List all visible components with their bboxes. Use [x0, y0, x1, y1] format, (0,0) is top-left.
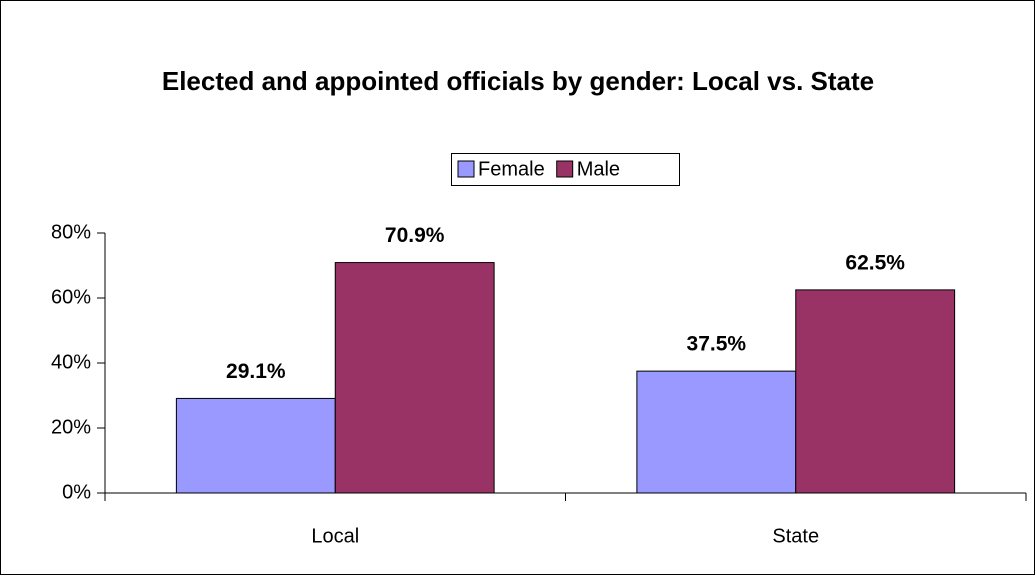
legend-label: Male — [577, 158, 620, 180]
bar — [334, 262, 495, 494]
legend-swatch — [556, 160, 574, 178]
chart-title: Elected and appointed officials by gende… — [161, 66, 875, 96]
y-tick-label: 60% — [51, 286, 91, 308]
data-label: 29.1% — [226, 360, 286, 383]
y-tick-label: 80% — [51, 221, 91, 243]
data-label: 37.5% — [687, 333, 747, 356]
x-tick-label: State — [772, 525, 819, 547]
x-tick-label: Local — [311, 525, 359, 547]
y-tick-label: 40% — [51, 351, 91, 373]
bar — [636, 370, 797, 494]
y-tick-label: 0% — [62, 481, 91, 503]
legend-label: Female — [478, 158, 545, 180]
bar — [795, 289, 956, 494]
bar — [175, 397, 336, 494]
data-label: 70.9% — [385, 224, 445, 247]
data-label: 62.5% — [845, 251, 905, 274]
y-tick-label: 20% — [51, 416, 91, 438]
legend-swatch — [457, 160, 475, 178]
